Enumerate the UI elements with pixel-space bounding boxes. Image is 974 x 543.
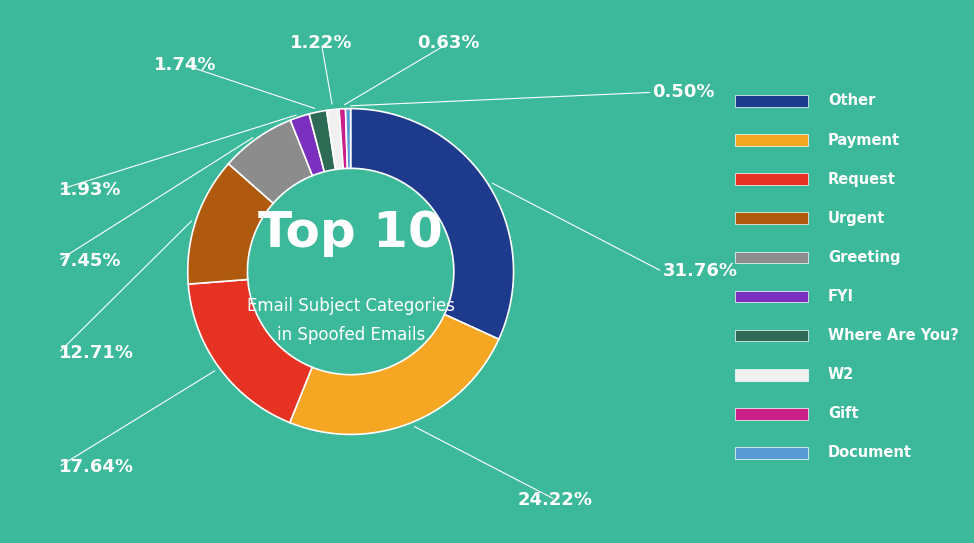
Polygon shape <box>290 114 324 175</box>
Text: 24.22%: 24.22% <box>517 490 593 509</box>
Text: Urgent: Urgent <box>828 211 885 226</box>
Text: 17.64%: 17.64% <box>58 458 133 476</box>
Text: 1.74%: 1.74% <box>154 56 216 74</box>
Text: Gift: Gift <box>828 406 858 421</box>
Polygon shape <box>339 109 348 168</box>
FancyBboxPatch shape <box>735 408 808 420</box>
FancyBboxPatch shape <box>735 134 808 146</box>
Text: 7.45%: 7.45% <box>58 251 121 270</box>
Text: 31.76%: 31.76% <box>662 262 737 281</box>
Text: Email Subject Categories
in Spoofed Emails: Email Subject Categories in Spoofed Emai… <box>246 297 455 344</box>
Text: Payment: Payment <box>828 132 900 148</box>
Text: Document: Document <box>828 445 912 460</box>
FancyBboxPatch shape <box>735 212 808 224</box>
Polygon shape <box>188 280 312 422</box>
Polygon shape <box>229 120 313 203</box>
Text: Top 10: Top 10 <box>258 210 443 257</box>
Text: 1.93%: 1.93% <box>58 181 121 199</box>
Polygon shape <box>290 314 499 434</box>
Text: 12.71%: 12.71% <box>58 344 133 362</box>
FancyBboxPatch shape <box>735 173 808 185</box>
FancyBboxPatch shape <box>735 447 808 459</box>
Polygon shape <box>346 109 351 168</box>
Text: Greeting: Greeting <box>828 250 900 265</box>
Polygon shape <box>351 109 513 339</box>
Text: 0.63%: 0.63% <box>417 34 479 53</box>
Text: Request: Request <box>828 172 896 187</box>
Text: 0.50%: 0.50% <box>653 83 715 102</box>
FancyBboxPatch shape <box>735 330 808 342</box>
FancyBboxPatch shape <box>735 369 808 381</box>
FancyBboxPatch shape <box>735 251 808 263</box>
FancyBboxPatch shape <box>735 291 808 302</box>
FancyBboxPatch shape <box>735 95 808 107</box>
Polygon shape <box>326 109 343 169</box>
Polygon shape <box>188 164 274 284</box>
Text: Other: Other <box>828 93 876 109</box>
Text: 1.22%: 1.22% <box>290 34 353 53</box>
Text: FYI: FYI <box>828 289 854 304</box>
Text: W2: W2 <box>828 367 854 382</box>
Text: Where Are You?: Where Are You? <box>828 328 958 343</box>
Polygon shape <box>309 110 335 172</box>
